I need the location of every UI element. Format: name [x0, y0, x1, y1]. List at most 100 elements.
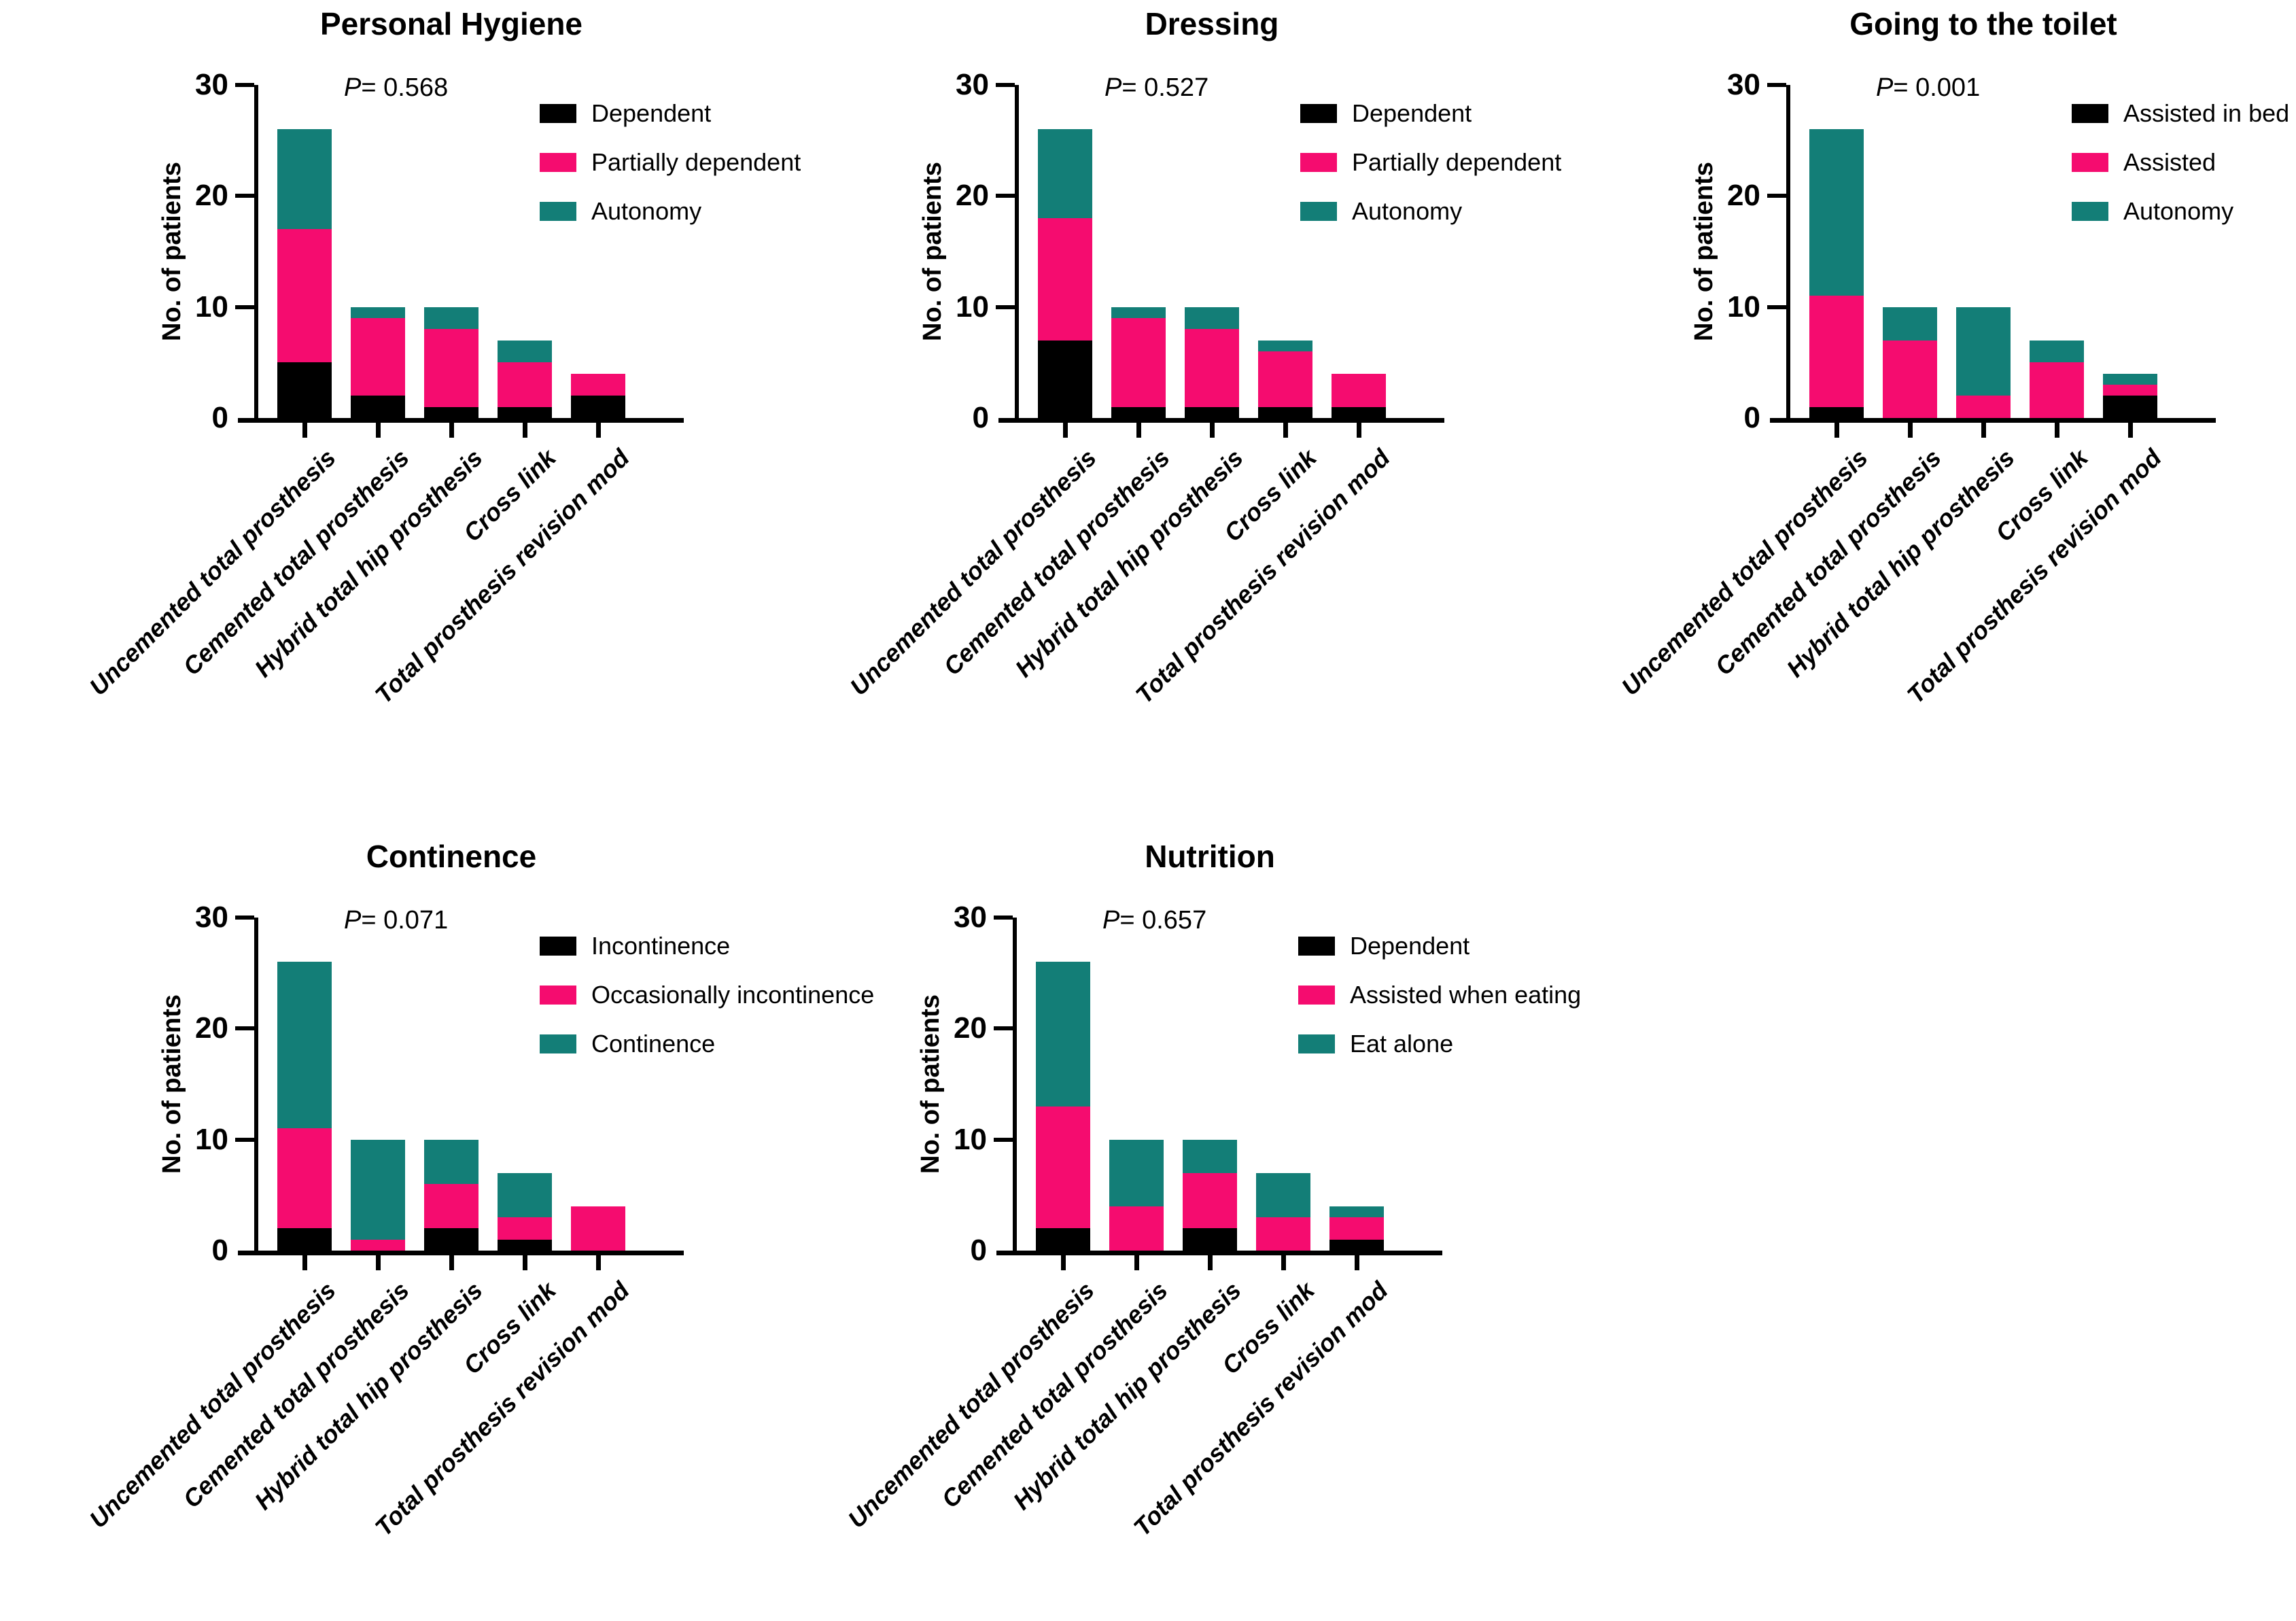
bar-segment-teal [498, 1172, 552, 1217]
bar-segment-pink [277, 229, 332, 363]
y-tick-label: 0 [211, 401, 228, 434]
x-tick [523, 1255, 527, 1270]
p-value-text: = 0.568 [361, 73, 449, 102]
legend-label: Occasionally incontinence [591, 981, 875, 1009]
legend-item: Assisted [2072, 147, 2296, 178]
bar-segment-black [498, 406, 552, 418]
y-axis-title: No. of patients [918, 162, 947, 341]
legend-swatch-pink [540, 986, 576, 1005]
chart-title: Dressing [1145, 6, 1279, 41]
y-tick [235, 916, 254, 920]
bar-segment-black [2103, 396, 2157, 418]
legend-item: Autonomy [2072, 196, 2296, 227]
chart-title: Going to the toilet [1849, 6, 2117, 41]
bar-segment-teal [2103, 373, 2157, 385]
p-value-label: P= 0.568 [344, 73, 448, 103]
x-tick [1283, 423, 1288, 438]
bar-segment-black [498, 1239, 552, 1251]
legend-label: Incontinence [591, 932, 731, 960]
legend: Dependent Partially dependent Autonomy [1300, 97, 1561, 244]
bar-segment-teal [1185, 307, 1239, 330]
y-tick-label: 10 [195, 290, 228, 324]
bar-segment-black [1185, 406, 1239, 418]
p-value-text: = 0.001 [1893, 73, 1981, 102]
y-tick [1767, 194, 1786, 198]
chart-going-to-the-toilet: Going to the toilet P= 0.001 No. of patien… [1616, 0, 2296, 788]
p-value-label: P= 0.657 [1102, 906, 1206, 935]
bar-segment-teal [498, 340, 552, 363]
y-tick [996, 194, 1015, 198]
y-tick-label: 10 [954, 1122, 987, 1156]
bar-segment-teal [424, 307, 479, 330]
bar-segment-black [424, 406, 479, 418]
legend-item: Partially dependent [540, 147, 801, 178]
legend-item: Autonomy [1300, 196, 1545, 227]
bar-segment-black [1111, 406, 1166, 418]
bar-segment-pink [1956, 396, 2011, 418]
legend-label: Assisted when eating [1350, 981, 1582, 1009]
legend-label: Eat alone [1350, 1030, 1454, 1058]
y-tick-label: 0 [970, 1234, 987, 1267]
bar-segment-pink [424, 1184, 479, 1229]
y-tick-label: 0 [972, 401, 989, 434]
bar-segment-pink [351, 318, 405, 396]
p-value-label: P= 0.527 [1104, 73, 1208, 103]
legend-swatch-teal [540, 202, 576, 221]
y-axis-line [1015, 85, 1019, 423]
bar-segment-teal [2030, 340, 2084, 363]
x-axis-line [238, 418, 684, 423]
legend-item: Incontinence [540, 930, 784, 962]
y-tick-label: 20 [954, 1011, 987, 1045]
legend-swatch-pink [540, 153, 576, 172]
p-value-text: = 0.527 [1121, 73, 1209, 102]
legend-swatch-black [2072, 104, 2108, 123]
chart-title: Nutrition [1145, 839, 1275, 874]
y-tick [235, 1137, 254, 1142]
legend-item: Dependent [1298, 930, 1543, 962]
y-axis-line [254, 85, 258, 423]
x-tick [1834, 423, 1839, 438]
bar-segment-pink [2030, 362, 2084, 418]
x-tick [1134, 1255, 1139, 1270]
y-tick [1767, 304, 1786, 309]
legend-swatch-pink [2072, 153, 2108, 172]
x-category-label: Hybrid total hip prosthesis [249, 1276, 488, 1516]
legend-item: Dependent [1300, 98, 1545, 129]
bar-segment-black [277, 362, 332, 418]
bar-segment-pink [277, 1128, 332, 1229]
legend-label: Autonomy [591, 197, 702, 225]
x-tick [449, 423, 454, 438]
y-tick-label: 30 [954, 901, 987, 934]
x-tick [376, 1255, 381, 1270]
y-tick-label: 0 [1743, 401, 1760, 434]
y-tick-label: 30 [956, 68, 989, 101]
y-tick [235, 1026, 254, 1031]
bar-segment-pink [1109, 1206, 1164, 1251]
bar-segment-pink [1111, 318, 1166, 407]
y-tick-label: 20 [1727, 179, 1760, 213]
bar-segment-teal [277, 129, 332, 230]
bar-segment-pink [1258, 351, 1312, 407]
bar-segment-pink [571, 373, 625, 396]
x-tick [2055, 423, 2059, 438]
p-symbol: P [344, 906, 362, 935]
bar-segment-pink [424, 329, 479, 407]
chart-dressing: Dressing P= 0.527 No. of patients 0 10 20 30 Un… [844, 0, 1561, 788]
x-category-label: Hybrid total hip prosthesis [1009, 443, 1249, 683]
y-tick-label: 10 [956, 290, 989, 324]
bar-segment-pink [1883, 340, 1937, 418]
x-tick [596, 423, 601, 438]
p-symbol: P [344, 73, 362, 102]
legend: Assisted in bed Assisted Autonomy [2072, 97, 2296, 244]
bar-segment-pink [1038, 218, 1092, 341]
y-tick-label: 10 [195, 1122, 228, 1156]
bar-segment-teal [277, 962, 332, 1129]
legend-item: Dependent [540, 98, 784, 129]
bar-segment-teal [1036, 962, 1090, 1106]
bar-segment-teal [424, 1139, 479, 1184]
legend-swatch-teal [540, 1034, 576, 1053]
bar-segment-pink [1185, 329, 1239, 407]
legend-label: Dependent [591, 99, 712, 127]
legend-swatch-teal [1300, 202, 1337, 221]
bar-segment-teal [1258, 340, 1312, 351]
